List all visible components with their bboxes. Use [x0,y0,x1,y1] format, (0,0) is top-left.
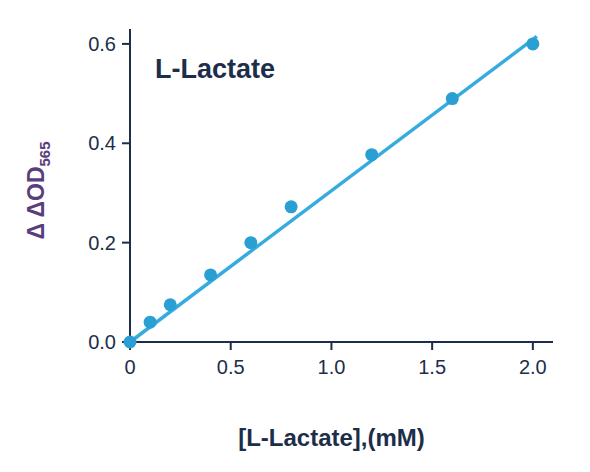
x-tick-label: 1.0 [318,356,346,378]
y-tick [122,142,130,144]
data-point [164,298,177,311]
x-tick [532,342,534,350]
data-point [446,92,459,105]
title: L-Lactate [155,54,275,84]
plot-area [124,36,540,348]
y-tick [122,242,130,244]
data-point [124,336,137,349]
x-tick [330,342,332,350]
x-axis-label: [L-Lactate],(mM) [238,424,425,451]
data-point [144,316,157,329]
x-tick [230,342,232,350]
y-axis-label-subscript: 565 [36,141,53,166]
fit-line [130,36,537,342]
data-point [526,37,539,50]
x-tick-label: 0 [124,356,135,378]
data-point [244,236,257,249]
x-tick-label: 2.0 [519,356,547,378]
x-tick-label: 1.5 [418,356,446,378]
y-tick [122,43,130,45]
chart: 0.0 0.2 0.4 0.6 0 0.5 1.0 1.5 2.0 L-Lactate [L-Lac… [0,0,590,472]
data-point [365,148,378,161]
y-axis-label: Δ ΔOD565 [23,141,53,239]
y-tick-label: 0.6 [88,33,116,55]
data-point [204,268,217,281]
y-axis-label-text: Δ ΔOD [23,166,49,239]
y-axis [129,29,131,342]
y-tick-label: 0.4 [88,132,116,154]
y-tick-label: 0.2 [88,232,116,254]
x-tick [431,342,433,350]
x-tick-label: 0.5 [217,356,245,378]
data-point [285,200,298,213]
y-tick-label: 0.0 [88,331,116,353]
x-axis [130,341,553,343]
